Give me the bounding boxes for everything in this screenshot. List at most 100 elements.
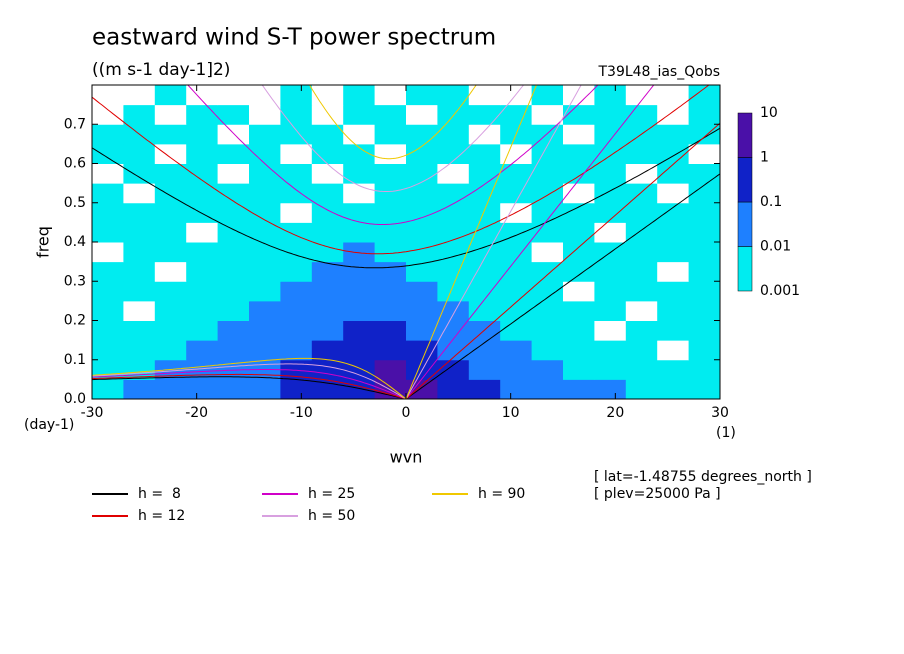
contour-cell	[186, 183, 219, 204]
contour-cell	[594, 163, 627, 184]
contour-cell	[688, 143, 720, 164]
legend-label: h = 90	[478, 486, 525, 502]
contour-cell	[154, 143, 187, 164]
contour-cell	[594, 261, 627, 282]
contour-cell	[437, 359, 470, 380]
contour-cell	[186, 320, 219, 341]
contour-cell	[249, 124, 281, 145]
contour-cell	[594, 104, 627, 125]
contour-cell	[657, 261, 690, 282]
colorbar-label: 1	[760, 150, 769, 166]
x-tick-label: -30	[81, 405, 104, 421]
contour-cell	[217, 261, 250, 282]
contour-cell	[374, 124, 407, 145]
contour-cell	[374, 300, 407, 321]
contour-cell	[468, 143, 501, 164]
contour-cell	[625, 242, 658, 263]
contour-cell	[468, 163, 501, 184]
contour-cell	[500, 379, 533, 399]
contour-cell	[217, 104, 250, 125]
contour-cell	[217, 222, 250, 243]
contour-cell	[594, 202, 627, 223]
contour-cell	[217, 320, 250, 341]
contour-cell	[154, 300, 187, 321]
contour-cell	[374, 143, 407, 164]
contour-cell	[280, 143, 313, 164]
contour-cell	[531, 163, 564, 184]
contour-cell	[186, 300, 219, 321]
contour-cell	[437, 124, 470, 145]
contour-cell	[531, 85, 564, 106]
contour-cell	[688, 163, 720, 184]
contour-cell	[280, 163, 313, 184]
x-axis-label: wvn	[390, 448, 423, 467]
contour-cell	[123, 281, 156, 302]
contour-cell	[249, 320, 281, 341]
contour-cell	[437, 242, 470, 263]
contour-cell	[92, 85, 124, 106]
contour-cell	[374, 320, 407, 341]
contour-cell	[374, 242, 407, 263]
y-tick-label: 0.2	[64, 313, 86, 329]
contour-cell	[594, 300, 627, 321]
contour-cell	[343, 340, 376, 361]
contour-cell	[563, 242, 595, 263]
colorbar-segment	[737, 112, 753, 158]
contour-cell	[280, 340, 313, 361]
contour-cell	[437, 320, 470, 341]
contour-cell	[625, 281, 658, 302]
contour-cell	[531, 104, 564, 125]
contour-cell	[688, 359, 720, 380]
contour-cell	[249, 104, 281, 125]
contour-cell	[563, 163, 595, 184]
contour-cell	[280, 261, 313, 282]
dispersion-curve	[92, 373, 407, 399]
dispersion-curve	[308, 85, 477, 160]
contour-cell	[468, 320, 501, 341]
contour-cell	[311, 163, 344, 184]
contour-cell	[500, 143, 533, 164]
contour-cell	[437, 183, 470, 204]
contour-cell	[563, 202, 595, 223]
contour-cell	[500, 359, 533, 380]
contour-cell	[154, 183, 187, 204]
contour-cell	[186, 163, 219, 184]
contour-cell	[437, 281, 470, 302]
contour-cell	[343, 281, 376, 302]
contour-cell	[280, 85, 313, 106]
note: [ plev=25000 Pa ]	[594, 486, 721, 502]
contour-cell	[563, 104, 595, 125]
contour-cell	[406, 183, 438, 204]
contour-cell	[406, 261, 438, 282]
contour-cell	[374, 85, 407, 106]
contour-cell	[688, 300, 720, 321]
y-tick-label: 0.7	[64, 116, 86, 132]
contour-cell	[406, 242, 438, 263]
dispersion-curves	[92, 85, 720, 399]
contour-cell	[249, 340, 281, 361]
contour-cell	[343, 242, 376, 263]
contour-cell	[374, 104, 407, 125]
contour-cell	[657, 379, 690, 399]
y-tick-label: 0.4	[64, 234, 86, 250]
contour-cell	[406, 320, 438, 341]
contour-cell	[374, 340, 407, 361]
legend-label: h = 8	[138, 486, 181, 502]
contour-cell	[311, 202, 344, 223]
contour-cell	[217, 242, 250, 263]
contour-cell	[217, 300, 250, 321]
contour-cell	[531, 379, 564, 399]
contour-cell	[406, 222, 438, 243]
contour-cell	[688, 202, 720, 223]
contour-cell	[186, 143, 219, 164]
contour-cell	[437, 300, 470, 321]
contour-cell	[123, 222, 156, 243]
contour-cell	[249, 300, 281, 321]
contour-cell	[468, 202, 501, 223]
contour-cell	[437, 340, 470, 361]
contour-cell	[657, 242, 690, 263]
contour-cell	[154, 85, 187, 106]
contour-cell	[249, 379, 281, 399]
contour-cell	[92, 124, 124, 145]
